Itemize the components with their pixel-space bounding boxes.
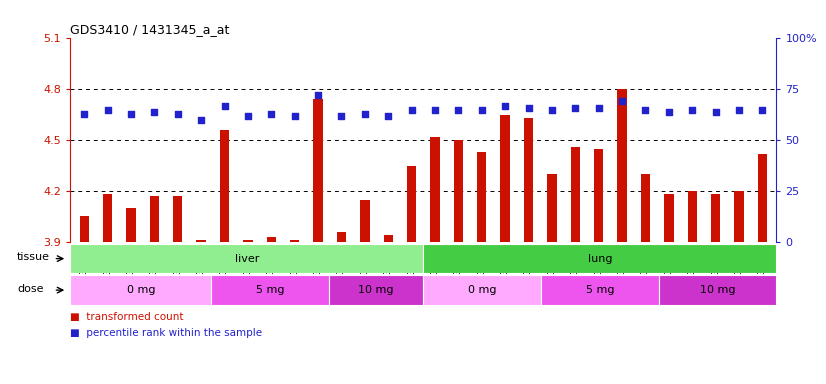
Point [615,98,629,104]
Bar [430,137,439,242]
Point [335,113,348,119]
Point [264,111,278,117]
Point [148,109,161,115]
Bar [313,99,323,242]
Point [382,113,395,119]
Text: tissue: tissue [17,252,50,262]
Bar [524,118,534,242]
Point [218,103,231,109]
Point [452,107,465,113]
Bar [641,174,650,242]
Text: lung: lung [587,253,612,264]
Bar [617,89,627,242]
Bar [70,244,423,273]
Bar [571,147,580,242]
Point [241,113,254,119]
Point [101,107,114,113]
Text: 0 mg: 0 mg [126,285,155,295]
Bar [70,275,211,305]
Bar [501,115,510,242]
Text: 10 mg: 10 mg [358,285,394,295]
Bar [548,174,557,242]
Text: 5 mg: 5 mg [256,285,285,295]
Text: 5 mg: 5 mg [586,285,615,295]
Point [522,104,535,111]
Bar [659,275,776,305]
Point [475,107,488,113]
Bar [103,194,112,242]
Bar [290,240,299,242]
Point [78,111,91,117]
Bar [267,237,276,242]
Point [125,111,138,117]
Point [405,107,418,113]
Point [311,92,325,98]
Text: dose: dose [17,284,44,294]
Point [733,107,746,113]
Bar [423,275,541,305]
Point [709,109,722,115]
Point [171,111,184,117]
Point [499,103,512,109]
Point [756,107,769,113]
Bar [220,130,230,242]
Bar [687,191,697,242]
Bar [197,240,206,242]
Bar [664,194,673,242]
Bar [453,140,463,242]
Point [358,111,372,117]
Bar [541,275,658,305]
Text: 0 mg: 0 mg [468,285,496,295]
Text: ■  transformed count: ■ transformed count [70,312,183,322]
Bar [594,149,603,242]
Text: GDS3410 / 1431345_a_at: GDS3410 / 1431345_a_at [70,23,230,36]
Bar [126,208,135,242]
Bar [757,154,767,242]
Bar [407,166,416,242]
Bar [337,232,346,242]
Bar [711,194,720,242]
Point [429,107,442,113]
Text: liver: liver [235,253,259,264]
Text: ■  percentile rank within the sample: ■ percentile rank within the sample [70,328,263,338]
Bar [383,235,393,242]
Bar [79,217,89,242]
Bar [211,275,329,305]
Bar [477,152,487,242]
Bar [244,240,253,242]
Bar [423,244,776,273]
Point [592,104,605,111]
Point [288,113,301,119]
Point [662,109,676,115]
Point [195,117,208,123]
Point [638,107,652,113]
Bar [150,196,159,242]
Point [545,107,558,113]
Bar [734,191,743,242]
Bar [329,275,423,305]
Text: 10 mg: 10 mg [700,285,735,295]
Bar [173,196,183,242]
Point [686,107,699,113]
Point [569,104,582,111]
Bar [360,200,369,242]
